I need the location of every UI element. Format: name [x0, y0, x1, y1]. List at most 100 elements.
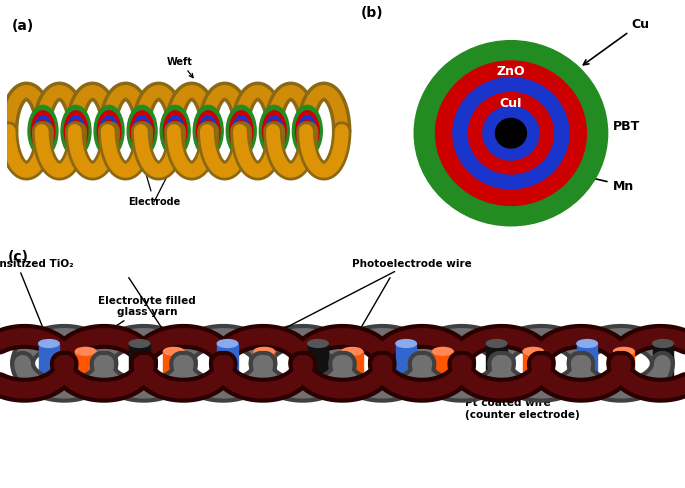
Text: Electrode: Electrode: [128, 165, 180, 207]
Text: ZnO: ZnO: [497, 64, 525, 78]
Circle shape: [226, 106, 256, 158]
Circle shape: [296, 112, 319, 152]
Ellipse shape: [486, 372, 507, 379]
Ellipse shape: [432, 348, 453, 355]
Circle shape: [160, 106, 190, 158]
Bar: [486, 344, 507, 376]
Circle shape: [202, 121, 214, 143]
Circle shape: [483, 107, 539, 161]
Text: Weft: Weft: [167, 57, 193, 79]
Circle shape: [28, 106, 58, 158]
Ellipse shape: [523, 348, 544, 355]
Text: PBT: PBT: [543, 120, 640, 132]
Ellipse shape: [614, 380, 634, 387]
Circle shape: [271, 125, 278, 139]
Circle shape: [436, 62, 586, 206]
Ellipse shape: [164, 348, 184, 355]
Circle shape: [204, 125, 212, 139]
Ellipse shape: [342, 348, 362, 355]
Circle shape: [41, 128, 45, 136]
Ellipse shape: [577, 372, 597, 379]
Circle shape: [138, 125, 146, 139]
Circle shape: [306, 128, 310, 136]
Ellipse shape: [38, 372, 59, 379]
Ellipse shape: [486, 340, 507, 347]
Ellipse shape: [129, 372, 150, 379]
Circle shape: [299, 117, 316, 147]
Text: (c): (c): [8, 250, 28, 264]
Ellipse shape: [38, 340, 59, 347]
Circle shape: [100, 117, 118, 147]
Circle shape: [130, 112, 154, 152]
Text: Dye sensitized TiO₂: Dye sensitized TiO₂: [0, 258, 73, 339]
Bar: [342, 351, 362, 384]
Circle shape: [232, 117, 250, 147]
Text: Mn: Mn: [543, 166, 634, 192]
Ellipse shape: [254, 380, 275, 387]
Bar: [129, 344, 150, 376]
Ellipse shape: [523, 380, 544, 387]
Circle shape: [97, 112, 121, 152]
Circle shape: [173, 128, 177, 136]
Text: CuI: CuI: [499, 97, 522, 110]
Ellipse shape: [653, 340, 673, 347]
Ellipse shape: [217, 372, 238, 379]
Circle shape: [140, 128, 145, 136]
Circle shape: [39, 125, 47, 139]
Circle shape: [237, 125, 245, 139]
Circle shape: [32, 112, 55, 152]
Bar: [254, 351, 275, 384]
Circle shape: [229, 112, 253, 152]
Bar: [75, 351, 96, 384]
Bar: [217, 344, 238, 376]
Circle shape: [169, 121, 182, 143]
Circle shape: [262, 112, 286, 152]
Circle shape: [193, 106, 223, 158]
Circle shape: [453, 79, 569, 189]
Circle shape: [133, 117, 151, 147]
Circle shape: [235, 121, 248, 143]
Circle shape: [107, 128, 111, 136]
Ellipse shape: [164, 380, 184, 387]
Circle shape: [105, 125, 113, 139]
Text: (b): (b): [361, 6, 384, 20]
Circle shape: [301, 121, 314, 143]
Circle shape: [171, 125, 179, 139]
Circle shape: [239, 128, 243, 136]
Circle shape: [414, 41, 608, 226]
Circle shape: [495, 119, 526, 149]
Circle shape: [127, 106, 157, 158]
Circle shape: [469, 93, 553, 175]
Circle shape: [166, 117, 184, 147]
Ellipse shape: [396, 340, 416, 347]
Ellipse shape: [308, 372, 328, 379]
Circle shape: [67, 117, 85, 147]
Ellipse shape: [308, 340, 328, 347]
Ellipse shape: [129, 340, 150, 347]
Circle shape: [260, 106, 289, 158]
Ellipse shape: [653, 372, 673, 379]
Circle shape: [197, 112, 220, 152]
Bar: [577, 344, 597, 376]
Ellipse shape: [577, 340, 597, 347]
Circle shape: [70, 121, 82, 143]
Text: Cu: Cu: [584, 18, 650, 66]
Bar: [308, 344, 328, 376]
Circle shape: [64, 112, 88, 152]
Bar: [432, 351, 453, 384]
Circle shape: [199, 117, 217, 147]
Circle shape: [61, 106, 91, 158]
Ellipse shape: [396, 372, 416, 379]
Circle shape: [292, 106, 323, 158]
Text: Electrolyte filled
glass yarn: Electrolyte filled glass yarn: [89, 295, 196, 344]
Bar: [614, 351, 634, 384]
Circle shape: [206, 128, 210, 136]
Ellipse shape: [432, 380, 453, 387]
Ellipse shape: [75, 348, 96, 355]
Ellipse shape: [254, 348, 275, 355]
Circle shape: [72, 125, 80, 139]
Circle shape: [94, 106, 124, 158]
Circle shape: [268, 121, 281, 143]
Circle shape: [34, 117, 52, 147]
Text: (a): (a): [12, 19, 34, 33]
